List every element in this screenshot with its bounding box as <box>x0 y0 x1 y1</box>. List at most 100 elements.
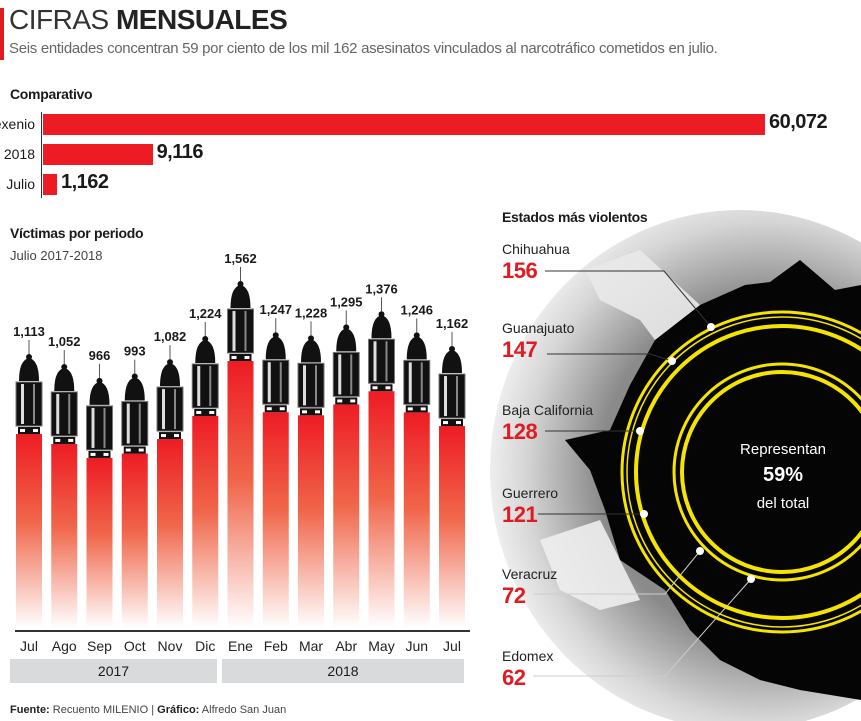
month-label: Jul <box>443 638 461 654</box>
value-label: 1,376 <box>365 281 398 296</box>
value-label: 1,162 <box>436 316 469 331</box>
month-label: Abr <box>335 638 358 654</box>
bullet-icon <box>156 359 184 440</box>
month-label: Jul <box>20 638 38 654</box>
comparativo-label: Julio <box>6 176 35 192</box>
bar-feb <box>262 412 289 628</box>
x-axis-line <box>15 630 470 632</box>
paper-flap <box>585 250 700 340</box>
bullet-icon <box>227 281 254 362</box>
comparativo-bar <box>43 114 765 135</box>
comparativo-label: Sexenio <box>0 116 35 132</box>
graphic-author: Alfredo San Juan <box>201 704 287 716</box>
comparativo-bar <box>43 144 153 165</box>
bar-jul <box>16 434 42 628</box>
bullet-icon <box>86 377 113 458</box>
comparativo-value: 1,162 <box>60 171 109 193</box>
bar-ago <box>51 443 78 628</box>
state-value: 62 <box>502 665 526 690</box>
value-label: 1,052 <box>48 334 81 349</box>
bullet-icon <box>368 311 395 392</box>
state-name: Edomex <box>502 648 554 664</box>
victimas-subtitle: Julio 2017-2018 <box>10 248 103 263</box>
bullet-icon <box>297 335 325 416</box>
month-label: Ago <box>51 638 77 654</box>
bullet-icon <box>121 373 149 454</box>
value-label: 1,247 <box>259 302 292 317</box>
month-label: Oct <box>123 638 146 654</box>
leader-line <box>533 550 701 595</box>
bar-dic <box>192 415 219 628</box>
center-line1: Representan <box>740 441 826 458</box>
comparativo-axis <box>41 112 42 198</box>
bullet-hole <box>565 260 861 700</box>
center-line3: del total <box>756 495 810 512</box>
footer-credits: Fuente: Recuento MILENIO | Gráfico: Alfr… <box>10 704 286 716</box>
leader-dot <box>640 510 648 518</box>
bar-sep <box>86 457 113 628</box>
leader-dot <box>636 427 644 435</box>
bar-jul <box>439 426 465 628</box>
source-label: Fuente: <box>10 704 50 716</box>
leader-dot <box>668 357 676 365</box>
value-label: 1,228 <box>295 305 328 320</box>
state-value: 128 <box>502 419 538 444</box>
value-label: 966 <box>89 348 111 363</box>
leader-dot <box>747 575 755 583</box>
bullet-icon <box>403 332 431 413</box>
state-value: 147 <box>502 337 538 362</box>
state-name: Veracruz <box>502 566 558 582</box>
bar-may <box>368 391 395 628</box>
leader-line <box>545 270 712 328</box>
bullet-icon <box>50 363 78 444</box>
page-title: CIFRAS MENSUALES <box>9 4 288 36</box>
state-value: 72 <box>502 583 526 608</box>
bullet-icon <box>332 324 360 405</box>
bullet-icon <box>438 346 466 427</box>
month-label: Dic <box>195 638 216 654</box>
estados-title: Estados más violentos <box>502 209 648 225</box>
month-label: Ene <box>228 638 253 654</box>
value-label: 1,295 <box>330 294 363 309</box>
source: Recuento MILENIO <box>52 704 149 716</box>
state-value: 121 <box>502 502 538 527</box>
leader-line <box>533 578 752 677</box>
leader-line <box>547 353 673 362</box>
year-2018: 2018 <box>222 659 464 683</box>
state-name: Guerrero <box>502 485 559 501</box>
month-label: Mar <box>298 638 324 654</box>
comparativo-value: 60,072 <box>769 111 828 133</box>
bullet-icon <box>15 354 43 435</box>
bullet-icon <box>191 335 219 416</box>
value-label: 1,082 <box>154 329 187 344</box>
bar-mar <box>298 415 324 628</box>
bar-ene <box>227 361 254 628</box>
value-label: 993 <box>124 344 146 359</box>
bar-nov <box>157 439 183 628</box>
title-accent-bar <box>0 8 4 60</box>
bar-oct <box>121 453 148 628</box>
month-label: Feb <box>263 638 288 654</box>
comparativo-value: 9,116 <box>156 141 204 163</box>
value-label: 1,246 <box>400 302 433 317</box>
state-name: Guanajuato <box>502 320 575 336</box>
comparativo-title: Comparativo <box>10 86 93 102</box>
separator: | <box>151 704 155 716</box>
graphic-label: Gráfico: <box>157 704 200 716</box>
center-percent: 59% <box>762 464 804 486</box>
month-label: May <box>368 638 395 654</box>
comparativo-label: 2018 <box>3 146 35 162</box>
victimas-title: Víctimas por periodo <box>10 225 144 241</box>
year-2017: 2017 <box>10 659 217 683</box>
paper-flap <box>540 520 640 610</box>
month-label: Nov <box>157 638 183 654</box>
value-label: 1,562 <box>224 251 257 266</box>
bar-abr <box>333 404 360 628</box>
title-light: CIFRAS <box>9 4 109 35</box>
state-value: 156 <box>502 258 538 283</box>
title-bold: MENSUALES <box>115 4 288 35</box>
bullet-icon <box>262 332 290 413</box>
state-name: Chihuahua <box>502 241 570 257</box>
value-label: 1,113 <box>13 324 45 339</box>
